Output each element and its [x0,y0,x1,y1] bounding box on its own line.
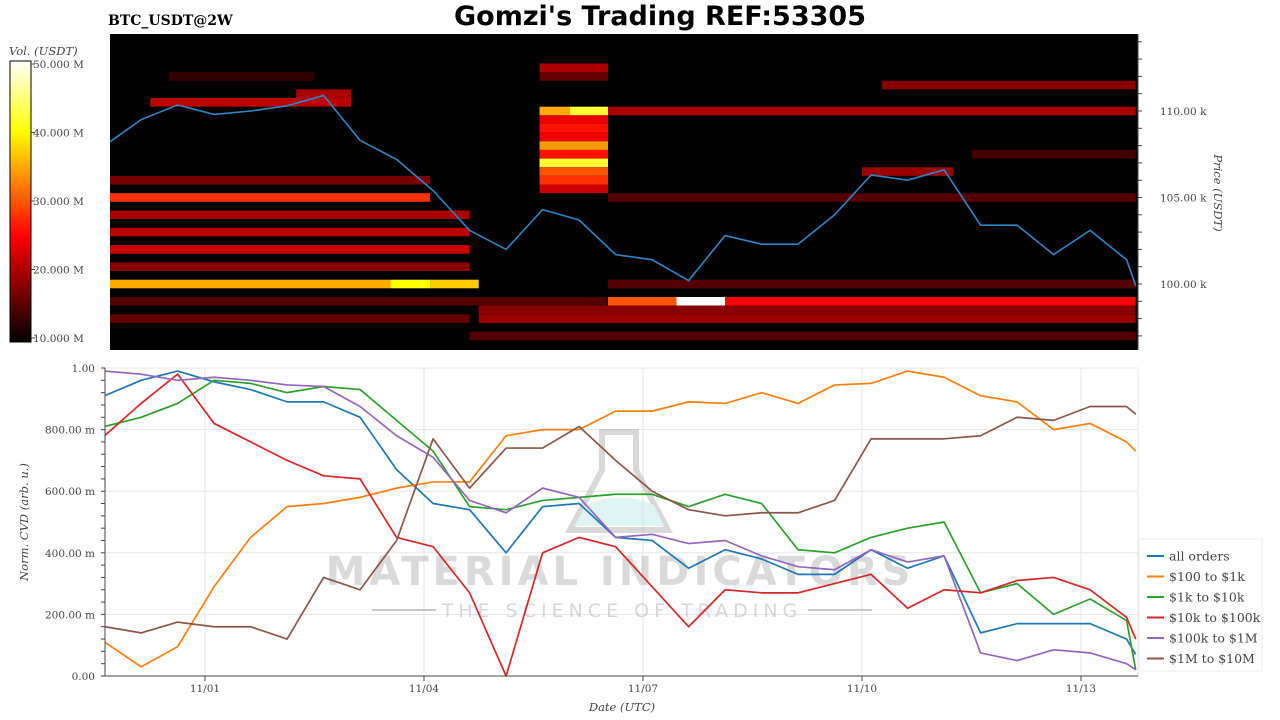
price-tick-label: 100.00 k [1160,279,1207,291]
heatmap-cell [110,314,470,323]
x-tick-label: 11/07 [628,683,658,695]
heatmap-cell [539,124,608,133]
heatmap-cell [110,262,470,271]
legend-item: all orders [1169,549,1230,564]
legend: all orders $100 to $1k $1k to $10k $10k to … [1138,538,1263,672]
legend-item: $100k to $1M [1169,631,1258,646]
cvd-panel: MATERIAL INDICATORS THE SCIENCE OF TRADI… [17,363,1263,714]
watermark-text: MATERIAL INDICATORS [326,549,915,595]
y-axis-label: Norm. CVD (arb. u.) [17,463,31,582]
heatmap-cell [607,106,1136,116]
page-title: Gomzi's Trading REF:53305 [454,1,866,32]
colorbar: Vol. (USDT) 50.000 M 40.000 M 30.000 M 20.0… [9,44,84,345]
heatmap-cell [110,210,470,220]
heatmap-cell [539,141,608,150]
x-tick-label: 11/10 [847,683,877,695]
y-tick-label: 1.00 [72,363,95,375]
price-axis-label: Price (USDT) [1211,153,1225,231]
series-line-0 [105,370,1137,655]
heatmap-cell [539,175,608,185]
series-line-5 [105,405,1137,640]
heatmap-cell [539,132,608,142]
series-line-3 [105,373,1137,677]
colorbar-title: Vol. (USDT) [9,44,78,58]
heatmap-cell [569,106,608,116]
heatmap-cell [110,175,431,185]
heatmap-cell [430,279,479,289]
heatmap-cell [676,297,726,306]
legend-item: $1k to $10k [1169,590,1245,605]
heatmap-cell [607,279,1136,289]
heatmap-cell [390,279,431,289]
heatmap-cell [168,72,315,81]
heatmap-cell [539,167,608,176]
watermark-tagline: THE SCIENCE OF TRADING [441,600,803,622]
heatmap-cell [881,80,1136,90]
heatmap-cell [539,149,608,159]
y-tick-label: 600.00 m [45,486,95,498]
y-tick-label: 0.00 [72,671,95,683]
x-tick-label: 11/01 [190,683,220,695]
heatmap-cell [150,98,351,107]
heatmap-cell [110,297,607,306]
colorbar-tick-label: 20.000 M [33,265,84,277]
heatmap-cell [539,63,608,73]
y-tick-label: 800.00 m [45,425,95,437]
price-tick-label: 105.00 k [1160,193,1207,205]
heatmap-cell [469,331,1136,341]
legend-item: $100 to $1k [1169,569,1245,584]
heatmap-cell [539,106,570,116]
colorbar-tick-label: 40.000 M [33,128,84,140]
y-tick-label: 200.00 m [45,609,95,621]
y-tick-label: 400.00 m [45,548,95,560]
heatmap-cell [110,279,391,289]
legend-item: $10k to $100k [1169,610,1261,625]
heatmap-cell [539,72,608,81]
symbol-label: BTC_USDT@2W [108,13,233,29]
colorbar-tick-label: 10.000 M [33,333,84,345]
heatmap-cell [110,245,470,254]
x-tick-label: 11/13 [1066,683,1096,695]
price-line [110,94,1137,286]
heatmap-cell [971,149,1136,159]
series-line-1 [105,370,1137,668]
x-axis-label: Date (UTC) [588,700,655,714]
heatmap-panel: 100.00 k 105.00 k 110.00 k Price (USDT) [110,34,1225,350]
colorbar-tick-label: 30.000 M [33,196,84,208]
watermark: MATERIAL INDICATORS THE SCIENCE OF TRADI… [326,429,915,622]
heatmap-cell [478,314,1136,323]
heatmap-cell [110,193,431,202]
x-tick-label: 11/04 [409,683,440,695]
heatmap-cell [725,297,1136,306]
series-line-4 [105,370,1137,671]
heatmap-cell [539,115,608,124]
heatmap-cell [607,297,677,306]
heatmap-cell [607,193,1136,202]
colorbar-gradient [9,60,32,343]
price-tick-label: 110.00 k [1160,106,1207,118]
colorbar-tick-label: 50.000 M [33,59,84,71]
legend-item: $1M to $10M [1169,651,1255,666]
heatmap-cell [478,305,1136,315]
heatmap-cell [296,89,351,98]
legend-box [1138,538,1263,672]
heatmap-cell [539,184,608,194]
heatmap-cell [861,167,954,176]
heatmap-cell [539,158,608,168]
heatmap-cell [110,227,470,237]
watermark-flask-icon [565,429,673,533]
